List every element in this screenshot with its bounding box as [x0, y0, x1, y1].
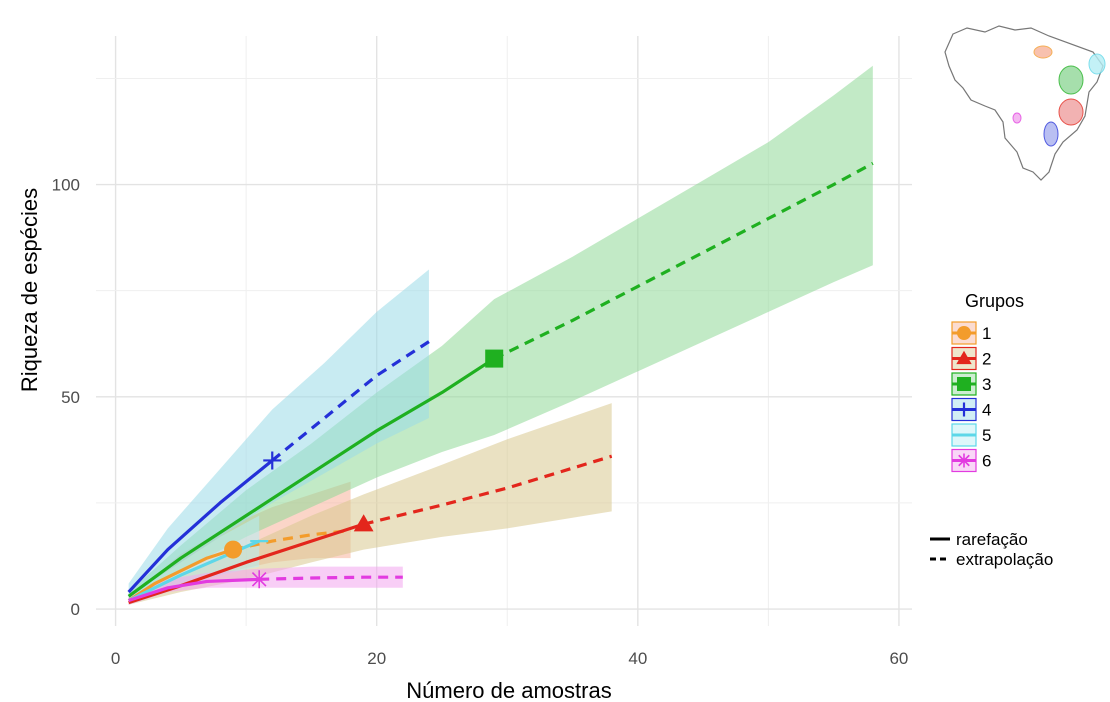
observed-marker-4: [263, 451, 282, 470]
rarefaction-line-1: [127, 548, 234, 602]
legend-items: 1 2 3 4 5 6: [951, 321, 991, 473]
legend-key-marker: [957, 326, 971, 340]
legend-label: 4: [982, 401, 991, 420]
x-tick-label: 40: [628, 649, 647, 668]
legend-item-6: 6: [951, 448, 991, 473]
extrapolation-line-2: [363, 454, 613, 526]
linetype-label-rarefaction: rarefação: [956, 530, 1028, 549]
brazil-map-icon: [944, 25, 1106, 181]
legend-item-5: 5: [951, 423, 991, 447]
observed-marker-6: [250, 570, 269, 589]
extrapolation-line-3: [493, 161, 874, 361]
linetype-legend: rarefação extrapolação: [930, 530, 1053, 569]
legend-key-marker: [957, 453, 971, 468]
linetype-label-extrapolation: extrapolação: [956, 550, 1053, 569]
legend: Grupos 1 2 3 4 5 6 rarefação extrapolação: [930, 291, 1053, 569]
curves: [127, 161, 874, 605]
rarefaction-line-4: [127, 459, 274, 594]
tick-labels: 0 20 40 60 0 50 100: [52, 176, 909, 668]
legend-label: 3: [982, 375, 991, 394]
x-tick-label: 60: [889, 649, 908, 668]
legend-key-marker: [957, 377, 971, 391]
legend-label: 2: [982, 350, 991, 369]
observed-marker-1: [224, 540, 243, 559]
x-tick-label: 0: [111, 649, 120, 668]
legend-key-marker: [956, 350, 972, 365]
rarefaction-line-2: [128, 522, 365, 605]
observed-markers: [224, 349, 504, 589]
legend-title: Grupos: [965, 291, 1024, 311]
legend-label: 6: [982, 452, 991, 471]
rarefaction-line-3: [127, 357, 496, 598]
legend-label: 1: [982, 324, 991, 343]
legend-item-2: 2: [951, 346, 991, 371]
legend-item-3: 3: [951, 372, 991, 396]
y-tick-label: 0: [71, 600, 80, 619]
x-axis-title: Número de amostras: [406, 678, 611, 702]
confidence-bands: [128, 65, 873, 605]
observed-marker-2: [353, 514, 374, 532]
legend-key-marker: [957, 402, 971, 417]
legend-item-4: 4: [951, 397, 991, 422]
observed-marker-3: [485, 349, 504, 368]
extrapolation-line-6: [259, 575, 403, 581]
y-axis-title: Riqueza de espécies: [17, 188, 42, 392]
x-tick-label: 20: [367, 649, 386, 668]
legend-label: 5: [982, 426, 991, 445]
rarefaction-line-6: [128, 577, 260, 603]
y-tick-label: 50: [61, 388, 80, 407]
y-tick-label: 100: [52, 176, 80, 195]
legend-item-1: 1: [951, 321, 991, 345]
